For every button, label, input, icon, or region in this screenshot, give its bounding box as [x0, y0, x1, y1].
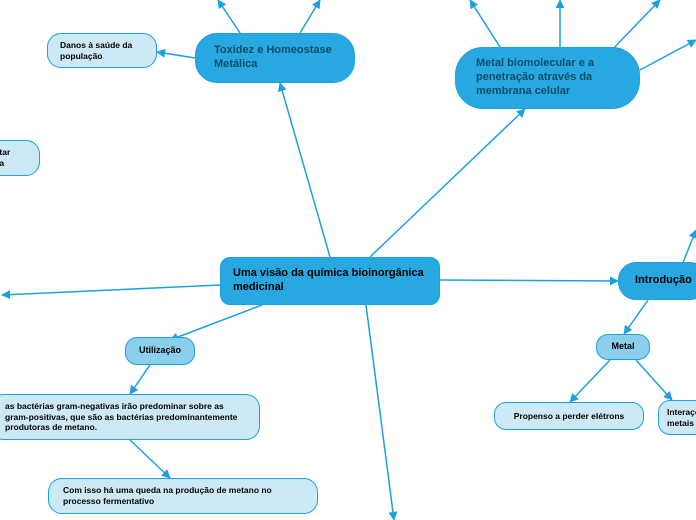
edge: [370, 109, 525, 257]
edge: [440, 280, 618, 281]
edge: [366, 305, 394, 520]
node-label: Uma visão da química bioinorgânica medic…: [233, 267, 427, 295]
edge: [570, 360, 610, 402]
node-label: Metal biomolecular e a penetração atravé…: [476, 57, 619, 98]
edge: [2, 285, 220, 295]
edge: [280, 83, 330, 257]
node-introducao[interactable]: Introdução: [618, 262, 696, 300]
node-label: sportar orana: [0, 147, 33, 168]
edge: [300, 0, 320, 33]
node-label: Propenso a perder elétrons: [514, 411, 625, 422]
node-label: as bactérias gram-negativas irão predomi…: [5, 401, 249, 433]
mindmap-canvas: Uma visão da química bioinorgânica medic…: [0, 0, 696, 520]
edge: [610, 0, 660, 52]
node-toxidez[interactable]: Toxidez e Homeostase Metálica: [195, 33, 355, 83]
node-metano[interactable]: Com isso há uma queda na produção de met…: [48, 478, 318, 514]
node-label: Interações metais: [667, 407, 696, 428]
edge: [218, 0, 240, 33]
node-utilizacao[interactable]: Utilização: [125, 337, 195, 365]
edge: [157, 52, 195, 58]
node-biomolecular[interactable]: Metal biomolecular e a penetração atravé…: [455, 47, 640, 109]
edge: [130, 365, 150, 394]
node-label: Introdução: [635, 274, 692, 288]
node-label: Danos à saúde da população: [60, 40, 144, 61]
edge: [624, 300, 648, 334]
node-label: Utilização: [139, 345, 181, 356]
node-bacterias[interactable]: as bactérias gram-negativas irão predomi…: [0, 394, 260, 440]
edge: [636, 360, 672, 400]
node-interacoes[interactable]: Interações metais: [658, 400, 696, 435]
node-label: Com isso há uma queda na produção de met…: [63, 485, 307, 506]
node-transportar[interactable]: sportar orana: [0, 140, 40, 176]
edge: [640, 40, 696, 70]
edge: [470, 0, 500, 47]
node-metal[interactable]: Metal: [596, 334, 650, 360]
node-label: Metal: [611, 341, 634, 352]
edge: [130, 440, 170, 478]
edge: [170, 305, 262, 340]
node-center[interactable]: Uma visão da química bioinorgânica medic…: [220, 257, 440, 305]
node-label: Toxidez e Homeostase Metálica: [214, 44, 336, 72]
node-propenso[interactable]: Propenso a perder elétrons: [494, 402, 644, 430]
node-danos[interactable]: Danos à saúde da população: [47, 33, 157, 68]
